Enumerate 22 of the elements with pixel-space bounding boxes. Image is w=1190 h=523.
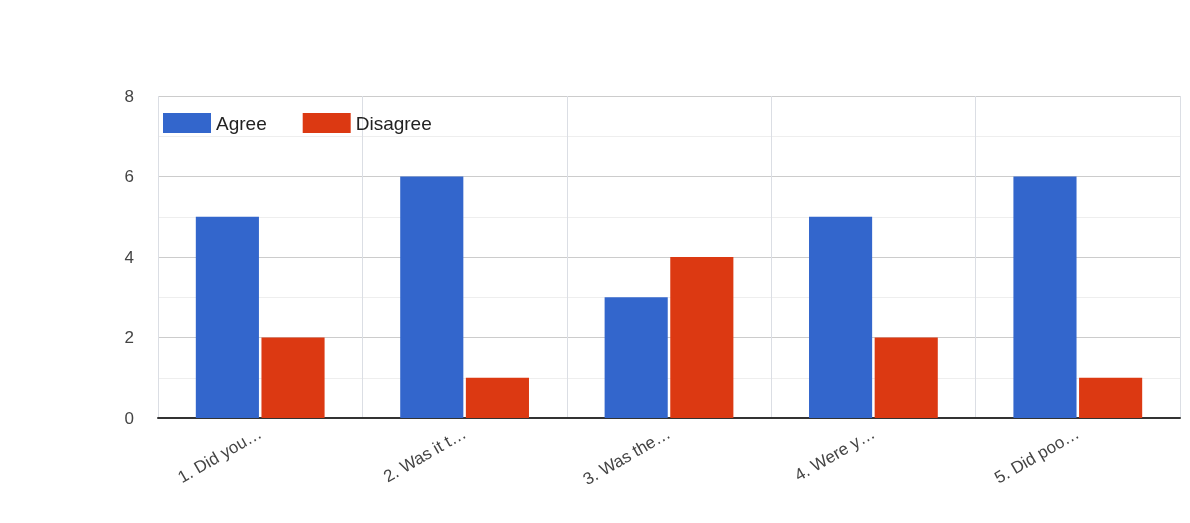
bar (604, 297, 668, 418)
bar (261, 337, 325, 418)
y-tick-label: 0 (124, 408, 134, 428)
x-tick-label: 2. Was it t… (380, 423, 470, 487)
bar (1013, 176, 1077, 418)
legend-label: Agree (216, 112, 267, 134)
bar (809, 216, 873, 418)
legend-label: Disagree (355, 112, 432, 134)
bar (400, 176, 464, 418)
y-tick-label: 2 (124, 328, 134, 347)
y-tick-label: 4 (124, 247, 134, 267)
bar (670, 257, 734, 418)
x-tick-label: 5. Did poo… (991, 423, 1083, 488)
bar (1079, 377, 1143, 418)
bar (465, 377, 529, 418)
x-tick-label: 4. Were y… (791, 423, 879, 485)
y-tick-label: 8 (124, 86, 134, 106)
bar (874, 337, 938, 418)
x-tick-label: 3. Was the… (579, 423, 674, 489)
x-tick-label: 1. Did you… (174, 423, 265, 487)
bar (195, 216, 259, 418)
y-tick-label: 6 (124, 167, 134, 186)
